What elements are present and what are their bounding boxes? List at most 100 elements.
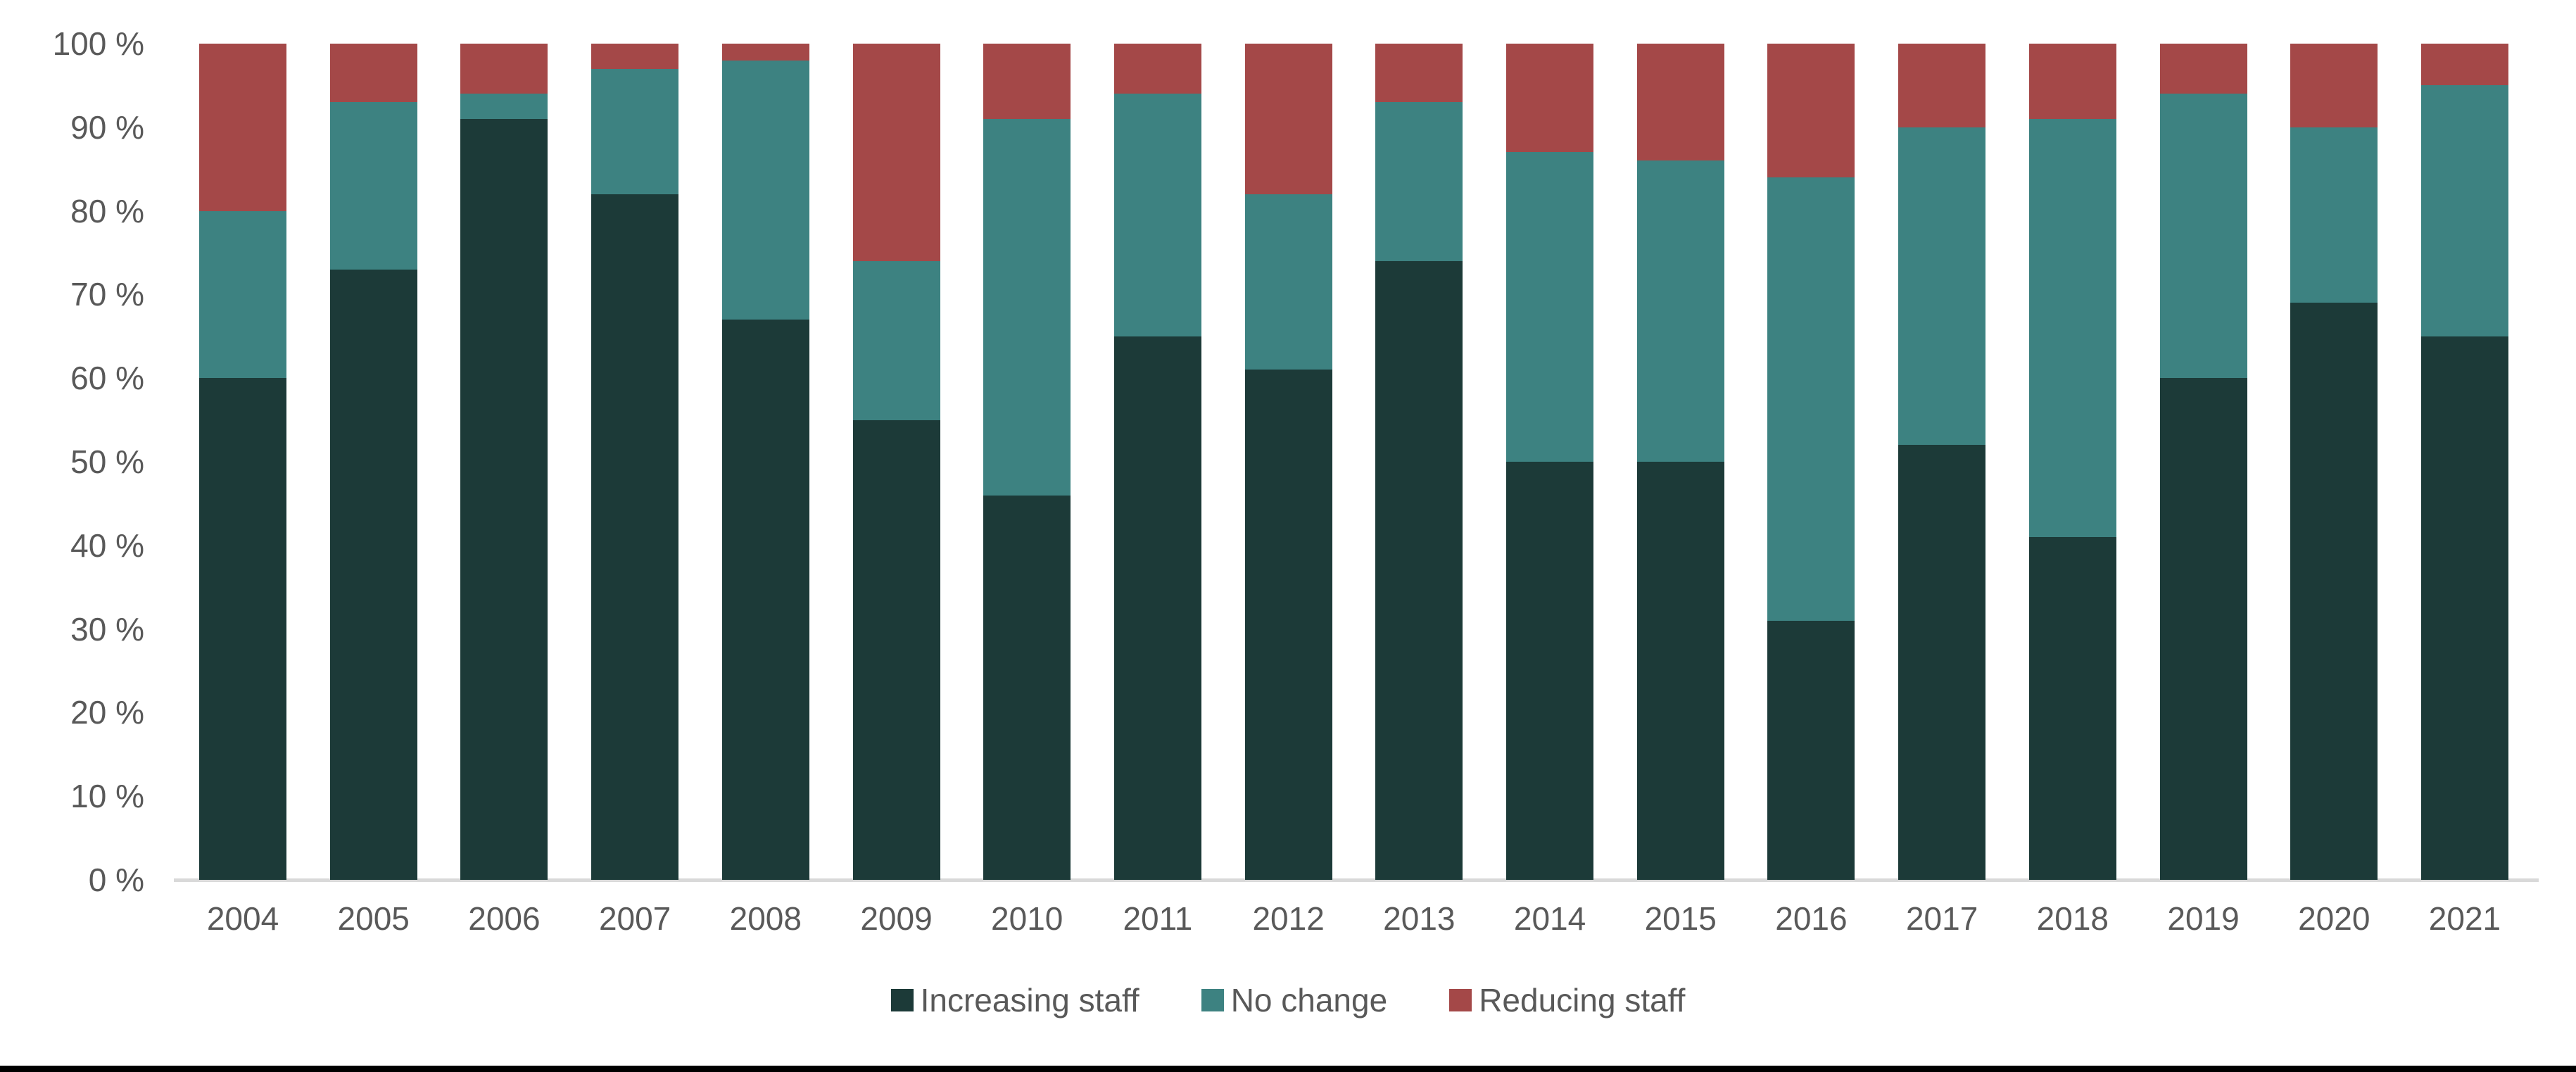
- bar-2016: 2016: [1767, 44, 1855, 935]
- bar-segment-reducing-staff: [721, 44, 809, 61]
- x-axis-label: 2010: [991, 900, 1063, 937]
- bar-segment-increasing-staff: [1375, 260, 1463, 880]
- bar-2012: 2012: [1244, 44, 1332, 935]
- bar-segment-reducing-staff: [1113, 44, 1201, 94]
- x-axis-label: 2015: [1644, 900, 1717, 937]
- bar-segment-reducing-staff: [460, 44, 548, 94]
- bar-stack: [1244, 44, 1332, 880]
- x-axis-label: 2008: [729, 900, 802, 937]
- y-tick-label: 60 %: [70, 360, 144, 397]
- bar-segment-no-change: [1113, 94, 1201, 336]
- bar-segment-reducing-staff: [329, 44, 417, 103]
- page-bottom-border: [0, 1066, 2576, 1072]
- bar-2014: 2014: [1506, 44, 1594, 935]
- bar-segment-no-change: [591, 68, 679, 194]
- bar-2019: 2019: [2159, 44, 2247, 935]
- bar-segment-reducing-staff: [2420, 44, 2508, 86]
- bar-stack: [1375, 44, 1463, 880]
- x-axis-label: 2018: [2036, 900, 2109, 937]
- legend-swatch-icon: [1201, 989, 1224, 1011]
- y-tick-label: 50 %: [70, 443, 144, 480]
- bar-segment-increasing-staff: [460, 118, 548, 880]
- y-tick-label: 0 %: [88, 862, 144, 898]
- bar-segment-no-change: [329, 102, 417, 270]
- x-axis-label: 2021: [2428, 900, 2501, 937]
- bar-segment-increasing-staff: [1506, 462, 1594, 880]
- x-axis-label: 2014: [1513, 900, 1586, 937]
- bar-segment-reducing-staff: [2159, 44, 2247, 94]
- bar-segment-no-change: [983, 118, 1071, 496]
- legend-label: Increasing staff: [920, 982, 1139, 1019]
- y-tick-label: 10 %: [70, 778, 144, 815]
- bar-segment-increasing-staff: [199, 378, 286, 880]
- bar-segment-reducing-staff: [1244, 44, 1332, 194]
- x-axis-label: 2013: [1383, 900, 1456, 937]
- bar-stack: [983, 44, 1071, 880]
- bar-2018: 2018: [2028, 44, 2116, 935]
- legend: Increasing staff No change Reducing staff: [0, 984, 2576, 1016]
- legend-label: Reducing staff: [1479, 982, 1686, 1019]
- bar-segment-reducing-staff: [591, 44, 679, 69]
- bar-segment-no-change: [1636, 160, 1724, 462]
- bar-segment-increasing-staff: [1636, 462, 1724, 880]
- bar-2010: 2010: [983, 44, 1071, 935]
- x-axis-label: 2007: [598, 900, 671, 937]
- bar-segment-increasing-staff: [721, 320, 809, 880]
- x-axis-label: 2016: [1775, 900, 1848, 937]
- bar-segment-no-change: [460, 94, 548, 119]
- bar-segment-no-change: [2028, 118, 2116, 537]
- bar-segment-no-change: [1767, 177, 1855, 621]
- bar-2005: 2005: [329, 44, 417, 935]
- bar-stack: [2159, 44, 2247, 880]
- bar-stack: [1898, 44, 1986, 880]
- legend-swatch-icon: [890, 989, 914, 1011]
- bar-segment-no-change: [721, 60, 809, 320]
- bar-segment-increasing-staff: [2159, 378, 2247, 880]
- legend-item-reducing-staff: Reducing staff: [1449, 984, 1685, 1016]
- x-axis-label: 2017: [1905, 900, 1978, 937]
- y-tick-label: 40 %: [70, 526, 144, 564]
- bar-segment-increasing-staff: [2420, 336, 2508, 880]
- y-tick-label: 100 %: [52, 25, 144, 62]
- bar-2011: 2011: [1113, 44, 1201, 935]
- bar-stack: [2420, 44, 2508, 880]
- legend-item-no-change: No change: [1201, 982, 1388, 1019]
- bar-segment-increasing-staff: [329, 269, 417, 880]
- bar-stack: [329, 44, 417, 880]
- bar-segment-reducing-staff: [852, 44, 940, 261]
- bar-segment-no-change: [2420, 85, 2508, 336]
- bar-segment-reducing-staff: [2290, 44, 2378, 127]
- bar-2006: 2006: [460, 44, 548, 935]
- legend-swatch-icon: [1449, 989, 1472, 1011]
- x-axis-label: 2004: [206, 900, 279, 937]
- y-tick-label: 20 %: [70, 694, 144, 731]
- legend-item-increasing-staff: Increasing staff: [890, 982, 1139, 1019]
- bar-2017: 2017: [1898, 44, 1986, 935]
- bar-segment-no-change: [1506, 152, 1594, 462]
- y-tick-label: 80 %: [70, 192, 144, 229]
- bar-2013: 2013: [1375, 44, 1463, 935]
- bar-segment-increasing-staff: [1244, 370, 1332, 880]
- bar-stack: [852, 44, 940, 880]
- x-axis-line: [174, 878, 2539, 882]
- bar-stack: [199, 44, 286, 880]
- bar-segment-increasing-staff: [983, 495, 1071, 880]
- bar-segment-no-change: [1244, 194, 1332, 370]
- legend-label: No change: [1230, 982, 1388, 1019]
- bar-stack: [2290, 44, 2378, 880]
- bar-2008: 2008: [721, 44, 809, 935]
- y-axis: 0 % 10 % 20 % 30 % 40 % 50 % 60 % 70 % 80 % 90 % 1…: [0, 0, 144, 1072]
- bar-segment-reducing-staff: [2028, 44, 2116, 119]
- bar-segment-no-change: [2159, 94, 2247, 379]
- bar-2004: 2004: [199, 44, 286, 935]
- bar-segment-increasing-staff: [852, 420, 940, 880]
- y-tick-label: 30 %: [70, 610, 144, 648]
- bar-stack: [1113, 44, 1201, 880]
- plot-area: 2004 2005 2006 2007 2008 2009 2010 2011 2012 2013…: [199, 44, 2508, 935]
- bar-segment-increasing-staff: [591, 194, 679, 880]
- bar-segment-reducing-staff: [199, 44, 286, 211]
- bar-stack: [1506, 44, 1594, 880]
- bar-segment-no-change: [199, 210, 286, 379]
- bar-segment-no-change: [1898, 127, 1986, 446]
- bar-segment-no-change: [1375, 102, 1463, 261]
